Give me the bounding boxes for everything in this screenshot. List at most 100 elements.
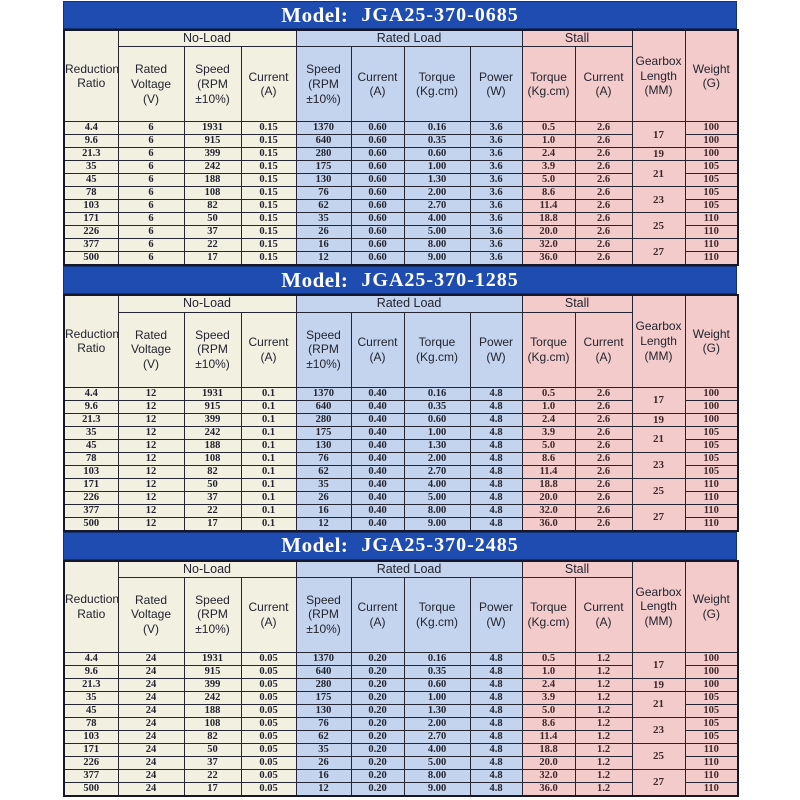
table-cell: 130 <box>295 703 352 718</box>
table-cell: 0.60 <box>403 147 471 162</box>
table-cell: 0.15 <box>240 238 297 253</box>
no-load-current-header: Current (A) <box>240 576 297 653</box>
table-cell: 2.6 <box>574 451 633 466</box>
table-cell: 3.6 <box>469 147 523 162</box>
weight-cell: 105 <box>684 690 739 705</box>
sub-header-row: Rated Voltage (V) Speed (RPM ±10%) Curre… <box>64 46 738 123</box>
table-cell: 188 <box>183 703 242 718</box>
table-cell: 0.05 <box>240 716 297 731</box>
table-cell: 0.5 <box>521 121 576 136</box>
power-header: Power (W) <box>469 311 523 388</box>
table-cell: 32.0 <box>521 768 576 783</box>
table-cell: 5.0 <box>521 703 576 718</box>
table-cell: 4.00 <box>403 212 471 227</box>
table-cell: 0.40 <box>350 516 405 531</box>
table-cell: 76 <box>295 186 352 201</box>
no-load-current-header: Current (A) <box>240 46 297 123</box>
weight-cell: 105 <box>684 199 739 214</box>
table-cell: 171 <box>63 212 119 227</box>
table-row: 35 12 242 0.1 175 0.40 1.00 4.8 3.9 2.6 21 105 <box>63 425 739 453</box>
table-cell: 1.00 <box>403 160 471 175</box>
table-cell: 0.20 <box>350 716 405 731</box>
table-row: 377 6 22 0.15 16 0.60 8.00 3.6 32.0 2.6 27 110 <box>63 238 739 266</box>
no-load-current-header: Current (A) <box>240 311 297 388</box>
table-cell: 500 <box>63 781 119 797</box>
table-cell: 36.0 <box>521 781 576 797</box>
table-cell: 24 <box>117 690 185 705</box>
table-cell: 0.60 <box>350 199 405 214</box>
table-cell: 0.40 <box>350 451 405 466</box>
table-cell: 6 <box>117 186 185 201</box>
table-cell: 226 <box>63 490 119 505</box>
table-row: 4.4 24 1931 0.05 1370 0.20 0.16 4.8 0.5 1.2 17 100 <box>63 651 739 679</box>
model-title-number: JGA25-370-1285 <box>361 268 519 291</box>
model-title-bar: Model: JGA25-370-1285 <box>63 266 737 295</box>
sub-header-row: Rated Voltage (V) Speed (RPM ±10%) Curre… <box>64 576 738 653</box>
weight-cell: 105 <box>684 464 739 479</box>
table-cell: 915 <box>183 664 242 679</box>
table-cell: 108 <box>183 186 242 201</box>
table-row: 377 24 22 0.05 16 0.20 8.00 4.8 32.0 1.2 27 110 <box>63 768 739 797</box>
stall-current-header: Current (A) <box>574 46 633 123</box>
table-row: 226 24 37 0.05 26 0.20 5.00 4.8 20.0 1.2 110 <box>63 755 739 770</box>
table-cell: 1.2 <box>574 677 633 692</box>
table-cell: 171 <box>63 477 119 492</box>
table-cell: 76 <box>295 451 352 466</box>
table-cell: 2.6 <box>574 251 633 266</box>
table-cell: 50 <box>183 477 242 492</box>
table-cell: 0.60 <box>403 677 471 692</box>
gearbox-length-cell: 17 <box>631 121 686 149</box>
table-cell: 0.40 <box>350 438 405 453</box>
rated-voltage-header: Rated Voltage (V) <box>117 46 185 123</box>
weight-cell: 105 <box>684 438 739 453</box>
weight-cell: 110 <box>684 238 739 253</box>
table-cell: 0.40 <box>350 490 405 505</box>
table-cell: 3.9 <box>521 160 576 175</box>
table-cell: 2.6 <box>574 121 633 136</box>
rated-current-header: Current (A) <box>350 576 405 653</box>
stall-group-header: Stall <box>521 294 633 313</box>
table-cell: 0.60 <box>350 186 405 201</box>
table-row: 500 12 17 0.1 12 0.40 9.00 4.8 36.0 2.6 110 <box>63 516 739 531</box>
gearbox-length-header: Gearbox Length (MM) <box>631 29 686 123</box>
power-header: Power (W) <box>469 576 523 653</box>
table-cell: 37 <box>183 755 242 770</box>
table-cell: 24 <box>117 755 185 770</box>
weight-cell: 105 <box>684 703 739 718</box>
table-cell: 0.5 <box>521 386 576 401</box>
table-cell: 377 <box>63 503 119 518</box>
table-cell: 0.1 <box>240 490 297 505</box>
table-cell: 20.0 <box>521 755 576 770</box>
table-cell: 4.8 <box>469 425 523 440</box>
table-cell: 640 <box>295 664 352 679</box>
table-cell: 11.4 <box>521 199 576 214</box>
rated-torque-header: Torque (Kg.cm) <box>403 46 471 123</box>
gearbox-length-cell: 17 <box>631 386 686 414</box>
table-cell: 6 <box>117 212 185 227</box>
table-cell: 9.6 <box>63 664 119 679</box>
table-cell: 82 <box>183 729 242 744</box>
table-cell: 24 <box>117 781 185 797</box>
table-cell: 3.6 <box>469 238 523 253</box>
table-cell: 24 <box>117 703 185 718</box>
table-cell: 4.00 <box>403 477 471 492</box>
table-cell: 0.1 <box>240 464 297 479</box>
table-cell: 4.8 <box>469 451 523 466</box>
table-cell: 5.00 <box>403 755 471 770</box>
table-row: 35 24 242 0.05 175 0.20 1.00 4.8 3.9 1.2 21 105 <box>63 690 739 718</box>
table-row: 171 6 50 0.15 35 0.60 4.00 3.6 18.8 2.6 25 110 <box>63 212 739 240</box>
table-cell: 6 <box>117 134 185 149</box>
weight-cell: 110 <box>684 503 739 518</box>
table-cell: 1.2 <box>574 742 633 757</box>
table-cell: 6 <box>117 121 185 136</box>
table-cell: 0.40 <box>350 503 405 518</box>
table-row: 35 6 242 0.15 175 0.60 1.00 3.6 3.9 2.6 21 105 <box>63 160 739 188</box>
table-cell: 9.6 <box>63 134 119 149</box>
gearbox-length-cell: 25 <box>631 477 686 505</box>
table-cell: 62 <box>295 199 352 214</box>
table-cell: 1.0 <box>521 399 576 414</box>
table-cell: 399 <box>183 412 242 427</box>
table-cell: 12 <box>295 251 352 266</box>
table-cell: 8.6 <box>521 716 576 731</box>
rated-torque-header: Torque (Kg.cm) <box>403 576 471 653</box>
